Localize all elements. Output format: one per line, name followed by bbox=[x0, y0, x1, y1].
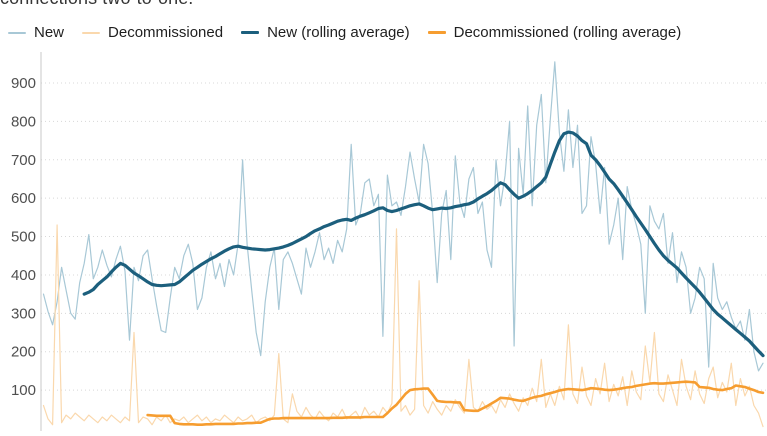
y-axis-labels: 100 200 300 400 500 600 700 800 900 bbox=[11, 75, 36, 399]
decommissioned-line-swatch-icon bbox=[82, 31, 101, 34]
y-tick-label: 900 bbox=[11, 75, 36, 92]
legend-label-new: New bbox=[34, 24, 65, 41]
decommissioned-rolling-average-line-swatch-icon bbox=[427, 31, 446, 34]
legend-label-new-rolling-average: New (rolling average) bbox=[267, 24, 410, 41]
chart-legend: New Decommissioned New (rolling average)… bbox=[8, 24, 681, 41]
y-tick-label: 800 bbox=[11, 113, 36, 130]
legend-label-decommissioned: Decommissioned bbox=[108, 24, 224, 41]
decommissioned-line bbox=[42, 224, 764, 428]
legend-item-decommissioned: Decommissioned bbox=[82, 24, 223, 41]
legend-item-new-rolling-average: New (rolling average) bbox=[241, 24, 410, 41]
legend-label-decommissioned-rolling-average: Decommissioned (rolling average) bbox=[453, 24, 682, 41]
y-tick-label: 400 bbox=[11, 267, 36, 284]
cropped-heading: connections two-to-one. bbox=[0, 0, 767, 9]
new-line-swatch-icon bbox=[8, 31, 26, 34]
y-tick-label: 200 bbox=[11, 344, 36, 361]
y-tick-label: 100 bbox=[11, 382, 36, 399]
y-tick-label: 600 bbox=[11, 190, 36, 207]
y-gridlines bbox=[41, 82, 767, 391]
cropped-heading-text: connections two-to-one. bbox=[0, 0, 767, 8]
new-line bbox=[42, 61, 764, 372]
legend-item-new: New bbox=[8, 24, 64, 41]
y-tick-label: 300 bbox=[11, 305, 36, 322]
y-tick-label: 500 bbox=[11, 229, 36, 246]
legend-item-decommissioned-rolling-average: Decommissioned (rolling average) bbox=[427, 24, 682, 41]
decommissioned-rolling-average-line bbox=[146, 380, 765, 427]
new-rolling-average-line-swatch-icon bbox=[241, 31, 260, 34]
new-rolling-average-line bbox=[82, 130, 765, 358]
y-tick-label: 700 bbox=[11, 152, 36, 169]
